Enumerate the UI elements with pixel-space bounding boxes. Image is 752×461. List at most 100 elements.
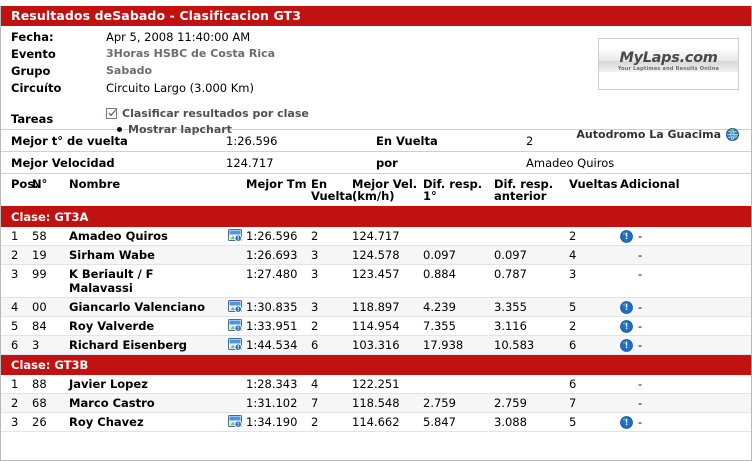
cell-pos: 3 (1, 412, 32, 432)
table-row[interactable]: 6 3 Richard Eisenberg 1:44.534 6 103.316 17.93… (1, 335, 751, 355)
table-row[interactable]: 2 68 Marco Castro 1:31.102 7 118.548 2.759 2.75… (1, 393, 751, 413)
cell-photo-icon[interactable] (220, 335, 246, 355)
task-classify-by-class[interactable]: Clasificar resultados por clase (106, 106, 309, 121)
additional-text: - (638, 229, 643, 243)
cell-diff-prev: 3.116 (494, 316, 569, 336)
task-show-lapchart[interactable]: Mostrar lapchart (106, 122, 309, 137)
globe-icon (726, 128, 739, 141)
cell-photo-icon[interactable] (220, 412, 246, 432)
table-row[interactable]: 3 99 K Beriault / F Malavassi 1:27.480 3 123.… (1, 264, 751, 298)
cell-name[interactable]: Roy Chavez (69, 412, 220, 432)
cell-on-lap: 3 (311, 297, 352, 317)
cell-num: 68 (32, 393, 69, 413)
lapchart-link-label[interactable]: Mostrar lapchart (128, 123, 232, 136)
cell-diff-first: 0.884 (423, 264, 494, 298)
cell-diff-prev (494, 227, 569, 246)
cell-on-lap: 3 (311, 264, 352, 298)
th-photo-icon (220, 174, 246, 207)
cell-photo-icon[interactable] (220, 297, 246, 317)
class-header-row: Clase: GT3A (1, 206, 751, 227)
table-row[interactable]: 4 00 Giancarlo Valenciano 1:30.835 3 118.897 4… (1, 297, 751, 317)
info-icon[interactable] (620, 338, 633, 352)
cell-on-lap: 4 (311, 375, 352, 394)
th-name: Nombre (69, 174, 220, 207)
cell-name[interactable]: K Beriault / F Malavassi (69, 264, 220, 298)
photo-info-icon[interactable] (228, 319, 242, 332)
cell-on-lap: 6 (311, 335, 352, 355)
cell-name[interactable]: Marco Castro (69, 393, 220, 413)
th-diff-first: Dif. resp. 1° (423, 174, 494, 207)
cell-best-time: 1:30.835 (246, 297, 311, 317)
cell-best-speed: 123.457 (352, 264, 423, 298)
cell-pos: 5 (1, 316, 32, 336)
cell-name[interactable]: Richard Eisenberg (69, 335, 220, 355)
cell-photo-icon[interactable] (220, 227, 246, 246)
cell-photo-icon[interactable] (220, 316, 246, 336)
mylaps-logo-tagline: Your Laptimes and Results Online (617, 66, 720, 72)
grupo-value: Sabado (106, 64, 153, 77)
fecha-label: Fecha: (11, 30, 54, 44)
table-row[interactable]: 2 19 Sirham Wabe 1:26.693 3 124.578 0.097 0.097… (1, 245, 751, 265)
cell-laps: 2 (569, 227, 620, 246)
cell-name[interactable]: Amadeo Quiros (69, 227, 220, 246)
info-icon[interactable] (620, 319, 633, 333)
cell-best-time: 1:33.951 (246, 316, 311, 336)
top-spacer (0, 0, 752, 6)
results-header-row: Pos. N° Nombre Mejor Tm En Vuelta Mejor … (1, 174, 751, 207)
results-table-body: Clase: GT3A 1 58 Amadeo Quiros 1:26.596 2 124.… (1, 206, 751, 432)
cell-name[interactable]: Giancarlo Valenciano (69, 297, 220, 317)
table-row[interactable]: 3 26 Roy Chavez 1:34.190 2 114.662 5.847 3.088 5… (1, 412, 751, 432)
cell-on-lap: 2 (311, 316, 352, 336)
bullet-icon (117, 127, 122, 132)
best-speed-label: Mejor Velocidad (11, 155, 115, 170)
photo-info-icon[interactable] (228, 300, 242, 313)
mylaps-logo-inner: MyLaps.com Your Laptimes and Results Onl… (599, 50, 738, 72)
best-speed-value: 124.717 (226, 155, 274, 170)
info-icon[interactable] (620, 229, 633, 243)
classify-checkbox[interactable] (106, 108, 117, 119)
table-row[interactable]: 1 58 Amadeo Quiros 1:26.596 2 124.717 2- (1, 227, 751, 246)
cell-additional: - (620, 245, 751, 265)
best-speed-by-label: por (376, 155, 398, 170)
cell-pos: 2 (1, 245, 32, 265)
additional-text: - (638, 300, 643, 314)
info-icon[interactable] (620, 300, 633, 314)
cell-best-speed: 118.897 (352, 297, 423, 317)
additional-text: - (638, 248, 643, 262)
cell-on-lap: 7 (311, 393, 352, 413)
classify-checkbox-label: Clasificar resultados por clase (122, 107, 309, 120)
table-row[interactable]: 5 84 Roy Valverde 1:33.951 2 114.954 7.355 3.11… (1, 316, 751, 336)
photo-info-icon[interactable] (228, 338, 242, 351)
cell-photo-icon (220, 375, 246, 394)
cell-num: 3 (32, 335, 69, 355)
cell-diff-prev: 0.787 (494, 264, 569, 298)
cell-name[interactable]: Javier Lopez (69, 375, 220, 394)
cell-name[interactable]: Sirham Wabe (69, 245, 220, 265)
cell-diff-prev (494, 375, 569, 394)
best-lap-on-lap-value: 2 (526, 133, 534, 148)
results-table: Pos. N° Nombre Mejor Tm En Vuelta Mejor … (1, 174, 751, 432)
cell-additional: - (620, 227, 751, 246)
photo-info-icon[interactable] (228, 415, 242, 428)
cell-additional: - (620, 316, 751, 336)
additional-text: - (638, 377, 643, 391)
meta-row-evento: Evento 3Horas HSBC de Costa Rica (1, 47, 751, 64)
cell-num: 99 (32, 264, 69, 298)
info-icon[interactable] (620, 415, 633, 429)
cell-num: 58 (32, 227, 69, 246)
cell-diff-first (423, 227, 494, 246)
th-pos: Pos. (1, 174, 39, 207)
best-lap-on-lap-label: En Vuelta (376, 133, 438, 148)
best-speed-by-value: Amadeo Quiros (526, 155, 615, 170)
cell-best-time: 1:28.343 (246, 375, 311, 394)
cell-additional: - (620, 412, 751, 432)
cell-pos: 3 (1, 264, 32, 298)
cell-pos: 4 (1, 297, 32, 317)
venue-label: Autodromo La Guacima (576, 128, 739, 141)
cell-pos: 1 (1, 227, 32, 246)
meta-row-tareas: Tareas Clasificar resultados por clase M… (1, 105, 751, 136)
table-row[interactable]: 1 88 Javier Lopez 1:28.343 4 122.251 6 - (1, 375, 751, 394)
photo-info-icon[interactable] (228, 229, 242, 242)
cell-name[interactable]: Roy Valverde (69, 316, 220, 336)
